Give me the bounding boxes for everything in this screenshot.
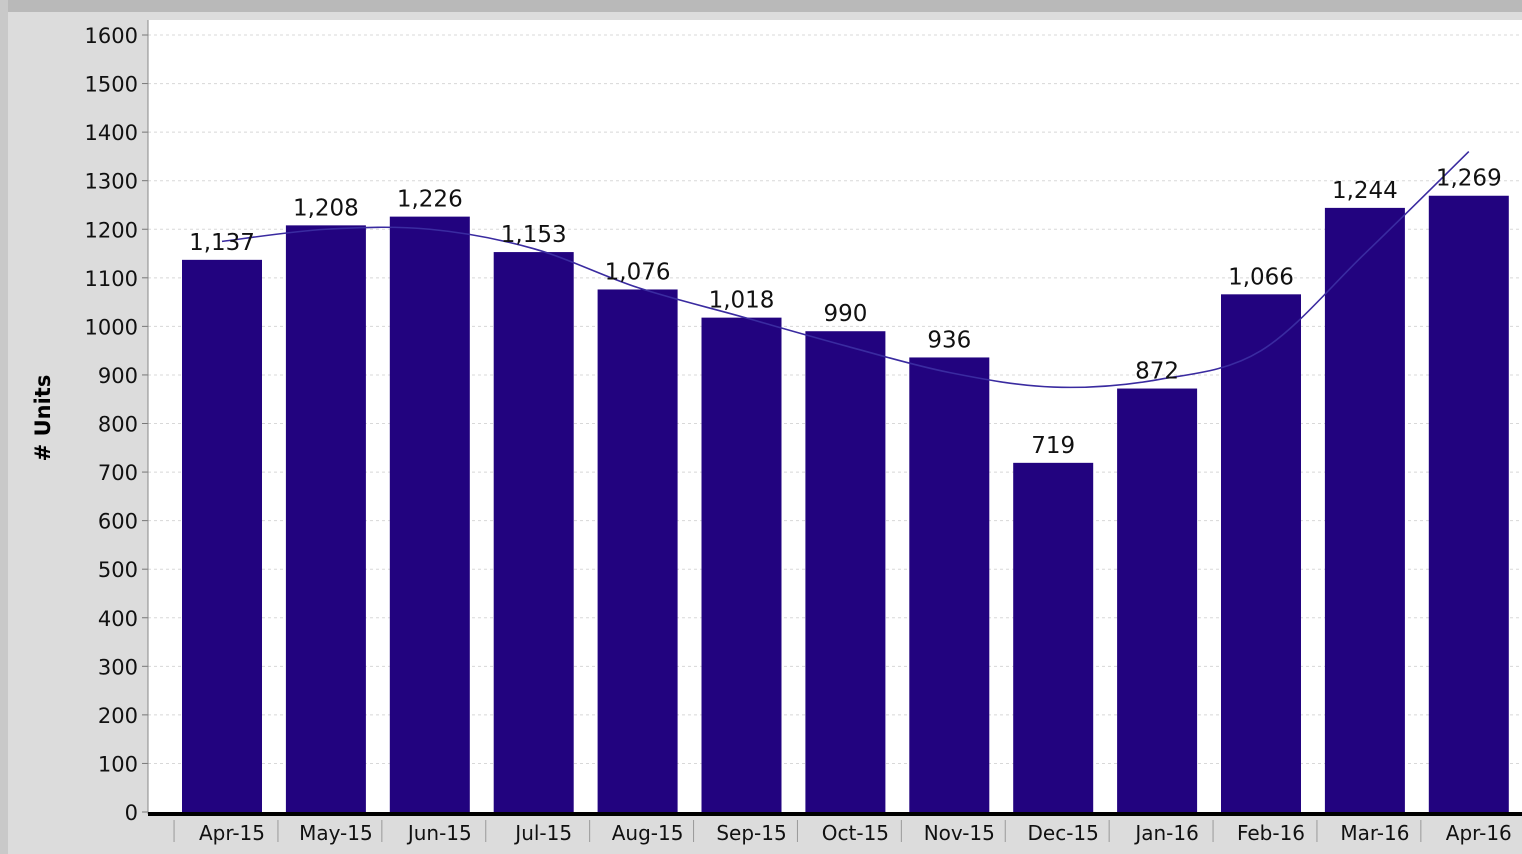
data-label: 1,269 xyxy=(1436,166,1502,192)
x-tick-label: Dec-15 xyxy=(1028,821,1099,845)
trend-line-group xyxy=(221,150,1470,389)
bar xyxy=(1221,294,1301,813)
x-tick-label: Jun-15 xyxy=(406,821,472,845)
data-label: 872 xyxy=(1135,359,1179,385)
x-tick-label: Aug-15 xyxy=(612,821,684,845)
data-label: 1,153 xyxy=(501,222,567,248)
data-label: 990 xyxy=(823,301,867,327)
x-axis-ticks: Apr-15 May-15 Jun-15 Jul-15 Aug-15 Sep-15 Oct-… xyxy=(173,820,1512,845)
bars xyxy=(148,195,1522,816)
bar xyxy=(493,252,574,813)
bar xyxy=(1013,462,1094,812)
x-tick-label: Nov-15 xyxy=(924,821,995,845)
bar xyxy=(285,225,366,813)
y-tick-label: 800 xyxy=(98,413,138,437)
y-tick-label: 0 xyxy=(125,801,138,825)
bar xyxy=(389,216,470,812)
x-tick-label: Apr-16 xyxy=(1446,821,1512,845)
x-tick-label: Oct-15 xyxy=(822,821,889,845)
bar xyxy=(182,259,262,812)
x-tick-label: Feb-16 xyxy=(1237,821,1305,845)
bar xyxy=(805,331,886,812)
data-label: 719 xyxy=(1031,433,1075,459)
data-label: 936 xyxy=(927,327,971,353)
data-label: 1,018 xyxy=(709,288,775,314)
bar xyxy=(597,289,678,812)
y-tick-label: 900 xyxy=(98,364,138,388)
trend-line xyxy=(221,150,1470,389)
y-tick-label: 200 xyxy=(98,704,138,728)
data-label: 1,208 xyxy=(293,195,359,221)
y-tick-label: 700 xyxy=(98,461,138,485)
data-label: 1,244 xyxy=(1332,178,1398,204)
x-tick-label: Jul-15 xyxy=(513,821,572,845)
y-tick-label: 300 xyxy=(98,655,138,679)
x-tick-label: Jan-16 xyxy=(1133,821,1199,845)
bar xyxy=(701,317,782,812)
y-axis-ticks: 0 100 200 300 400 500 600 700 800 900 1000 1100 1200… xyxy=(85,20,149,825)
y-tick-label: 1500 xyxy=(85,73,138,97)
data-label: 1,076 xyxy=(605,259,671,285)
y-tick-label: 500 xyxy=(98,558,138,582)
x-tick-label: Apr-15 xyxy=(199,821,265,845)
data-label: 1,066 xyxy=(1228,264,1294,290)
y-tick-label: 1000 xyxy=(85,315,138,339)
x-tick-label: Mar-16 xyxy=(1340,821,1409,845)
window-left-border xyxy=(0,0,8,854)
data-label: 1,137 xyxy=(189,230,255,256)
window-top-border xyxy=(0,0,1522,12)
data-label: 1,226 xyxy=(397,187,463,213)
data-labels: 1,137 1,208 1,226 1,153 1,076 1,018 990 936 719 8… xyxy=(189,166,1502,459)
y-tick-label: 1200 xyxy=(85,218,138,242)
bar xyxy=(1324,207,1405,812)
y-axis-title: # Units xyxy=(31,375,55,462)
y-tick-label: 400 xyxy=(98,607,138,631)
y-tick-label: 1300 xyxy=(85,170,138,194)
bar xyxy=(1117,388,1198,812)
y-tick-label: 1600 xyxy=(85,24,138,48)
y-tick-label: 100 xyxy=(98,752,138,776)
bar xyxy=(1428,195,1509,812)
x-tick-label: Sep-15 xyxy=(716,821,786,845)
y-tick-label: 600 xyxy=(98,510,138,534)
y-tick-label: 1100 xyxy=(85,267,138,291)
x-tick-label: May-15 xyxy=(299,821,373,845)
bar xyxy=(909,357,990,812)
y-tick-label: 1400 xyxy=(85,121,138,145)
